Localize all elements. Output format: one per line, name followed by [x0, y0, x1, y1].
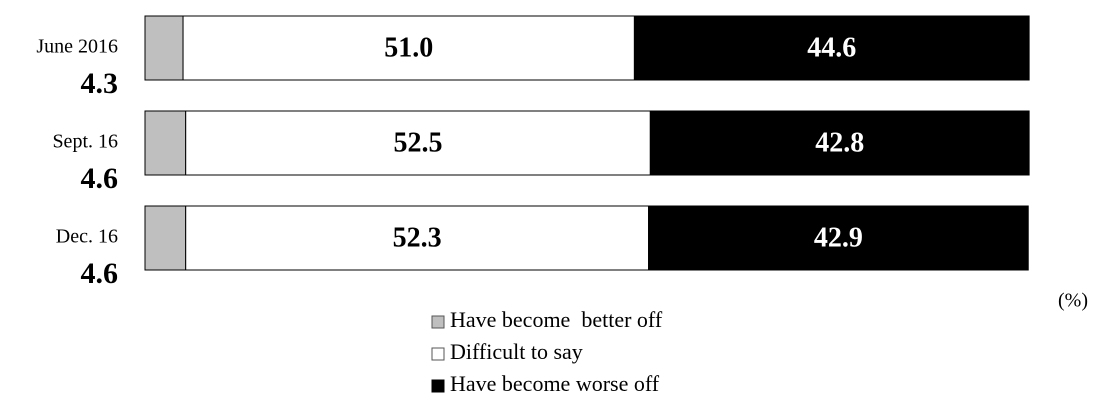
- value-label: 51.0: [384, 32, 433, 63]
- bar-segment: [185, 110, 651, 176]
- category-label: June 2016: [36, 36, 118, 58]
- bar-segment: [185, 205, 650, 271]
- bar-segment: [144, 15, 184, 81]
- legend-label: Have become worse off: [450, 371, 660, 396]
- bar-segment: [182, 15, 635, 81]
- unit-label: (%): [1058, 290, 1088, 312]
- value-label: 52.5: [394, 127, 443, 158]
- value-label: 52.3: [393, 222, 442, 253]
- value-label: 42.9: [814, 222, 863, 253]
- value-label: 4.6: [81, 162, 119, 195]
- value-label: 4.6: [81, 257, 119, 290]
- bar-segment: [649, 110, 1030, 176]
- legend-swatch: [431, 315, 445, 329]
- value-label: 4.3: [81, 67, 119, 100]
- category-label: Dec. 16: [56, 226, 118, 248]
- legend-label: Have become better off: [450, 307, 663, 332]
- bar-segment: [144, 110, 187, 176]
- bar-segment: [633, 15, 1030, 81]
- bar-segment: [144, 205, 187, 271]
- category-label: Sept. 16: [52, 131, 118, 153]
- legend-swatch: [431, 379, 445, 393]
- legend-label: Difficult to say: [450, 339, 583, 364]
- value-label: 42.8: [815, 127, 864, 158]
- legend-swatch: [431, 347, 445, 361]
- bar-segment: [648, 205, 1029, 271]
- value-label: 44.6: [807, 32, 856, 63]
